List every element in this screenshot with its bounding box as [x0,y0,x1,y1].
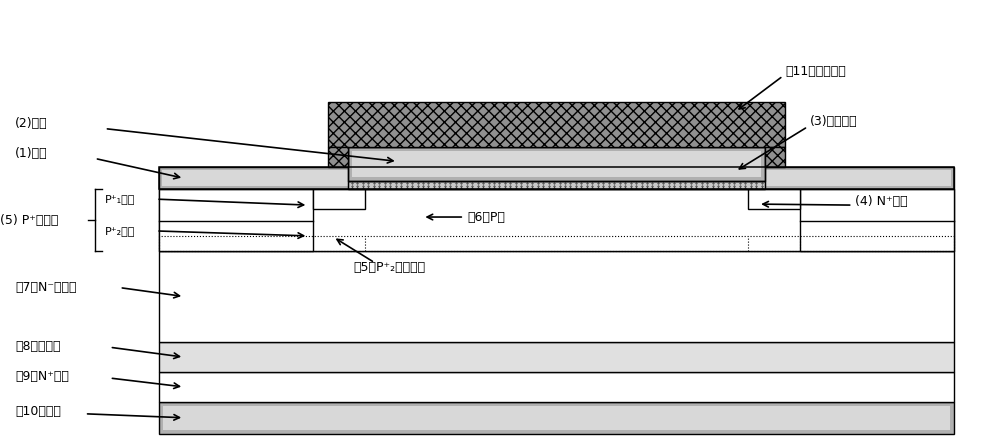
Bar [159,167,954,189]
Text: （9）N⁺衬底: （9）N⁺衬底 [15,369,69,382]
Text: （5）P⁺₂扩散区域: （5）P⁺₂扩散区域 [353,261,425,274]
Bar [159,189,954,251]
Bar [162,170,951,186]
Bar [159,251,954,342]
Bar [159,167,954,189]
Bar [348,167,765,189]
Bar [328,148,348,167]
Bar [748,189,800,209]
Text: (5) P⁺接触区: (5) P⁺接触区 [0,214,59,226]
Bar [313,189,365,209]
Bar [352,152,761,177]
Bar [159,402,954,434]
Text: P⁺₂区域: P⁺₂区域 [105,226,135,236]
Bar [348,148,765,181]
Text: （7）N⁻漂移层: （7）N⁻漂移层 [15,281,77,294]
Bar [328,102,785,148]
Bar [159,372,954,402]
Text: （8）缓冲层: （8）缓冲层 [15,340,61,353]
Bar [765,148,785,167]
Text: （6）P阱: （6）P阱 [467,210,505,224]
Text: （10）漏极: （10）漏极 [15,405,61,418]
Bar [348,148,765,181]
Text: (2)栅极: (2)栅极 [15,117,48,130]
Bar [800,189,954,251]
Text: (1)源极: (1)源极 [15,147,48,160]
Bar [159,236,954,251]
Text: （11）隔离介质: （11）隔离介质 [785,66,846,78]
Bar [163,406,950,430]
Bar [348,181,765,189]
Bar [348,181,765,189]
Text: (4) N⁺源区: (4) N⁺源区 [855,194,907,208]
Bar [159,189,313,251]
Text: P⁺₁区域: P⁺₁区域 [105,194,135,204]
Bar [159,342,954,372]
Text: (3)栅氧化层: (3)栅氧化层 [810,115,858,128]
